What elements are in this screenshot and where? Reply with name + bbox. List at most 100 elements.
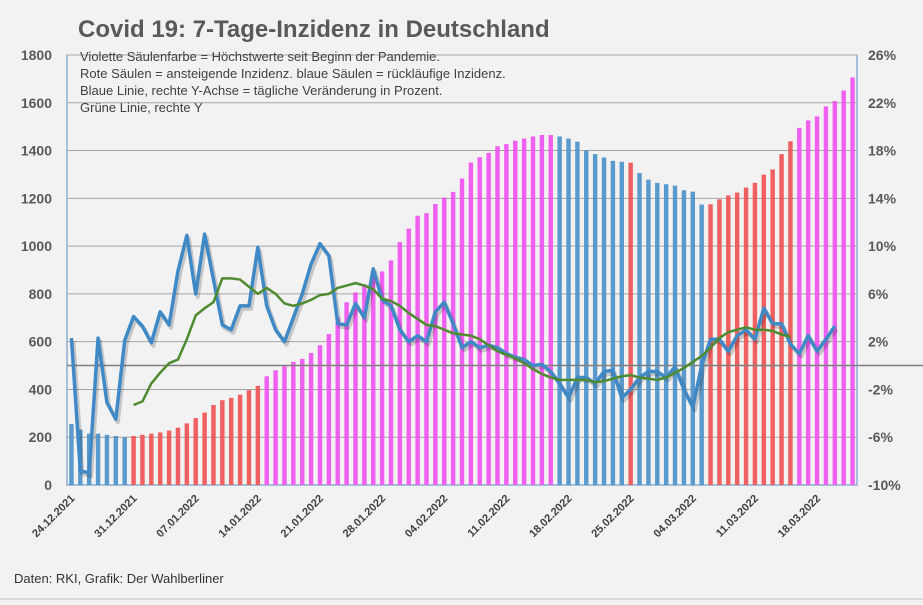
source-credit: Daten: RKI, Grafik: Der Wahlberliner (14, 571, 224, 586)
bar-record (477, 157, 482, 485)
bar-rising (131, 436, 136, 485)
bar-record (459, 178, 465, 485)
bar-record (468, 162, 474, 485)
chart-notes: Violette Säulenfarbe = Höchstwerte seit … (80, 48, 506, 116)
y-right-tick-label: -10% (868, 477, 901, 493)
bar-rising (202, 412, 207, 485)
note-line: Blaue Linie, rechte Y-Achse = tägliche V… (80, 83, 443, 98)
bar-rising (166, 430, 172, 485)
y-left-tick-label: 200 (29, 429, 53, 445)
bar-falling (610, 160, 616, 486)
bar-rising (140, 434, 145, 485)
bar-record (344, 302, 349, 485)
bar-record (326, 334, 332, 485)
x-tick-label: 04.02.2022 (403, 493, 450, 540)
y-left-tick-label: 0 (44, 477, 52, 493)
bar-record (371, 275, 376, 485)
bar-rising (175, 427, 181, 485)
y-left-tick-label: 1600 (21, 95, 52, 111)
bar-rising (228, 397, 234, 485)
bar-falling (619, 161, 624, 486)
bar-record (450, 191, 456, 485)
bar-record (823, 106, 829, 485)
bar-record (415, 215, 420, 485)
bar-rising (193, 418, 198, 485)
bar-falling (655, 182, 660, 486)
bar-rising (184, 423, 190, 485)
y-left-tick-label: 1400 (21, 143, 52, 159)
x-tick-label: 11.03.2022 (714, 493, 761, 540)
bar-record (539, 135, 545, 485)
bar-rising (237, 394, 243, 485)
bar-record (406, 228, 411, 485)
y-left-tick-label: 600 (29, 334, 53, 350)
daily-change-line (69, 232, 837, 475)
note-line: Rote Säulen = ansteigende Inzidenz. blau… (80, 66, 506, 81)
x-tick-label: 07.01.2022 (154, 493, 201, 540)
bar-falling (113, 436, 119, 485)
bar-falling (566, 138, 571, 485)
x-tick-label: 24.12.2021 (30, 493, 77, 540)
bar-falling (592, 154, 598, 485)
bar-falling (690, 191, 696, 485)
bar-rising (149, 433, 154, 485)
bar-record (814, 116, 820, 486)
bar-rising (211, 404, 216, 485)
x-tick-label: 21.01.2022 (279, 493, 326, 540)
bar-falling (681, 190, 687, 485)
note-line: Grüne Linie, rechte Y (80, 100, 203, 115)
bar-falling (672, 185, 678, 485)
bar-falling (95, 433, 101, 485)
bar-record (353, 292, 358, 485)
note-line: Violette Säulenfarbe = Höchstwerte seit … (80, 49, 441, 64)
bar-record (264, 376, 269, 485)
y-right-tick-label: 22% (868, 95, 897, 111)
bar-record (442, 197, 447, 485)
bar-record (282, 366, 287, 485)
bar-record (805, 120, 811, 485)
chart-title: Covid 19: 7-Tage-Inzidenz in Deutschland (78, 16, 550, 43)
bar-record (521, 138, 527, 485)
bar-falling (699, 204, 704, 486)
y-left-tick-label: 1200 (21, 190, 52, 206)
bar-record (397, 242, 403, 485)
bar-record (841, 90, 846, 485)
x-tick-label: 14.01.2022 (217, 493, 264, 540)
bar-rising (743, 187, 749, 486)
bar-falling (575, 141, 580, 485)
y-right-tick-label: 14% (868, 190, 897, 206)
bar-falling (663, 184, 669, 485)
y-right-tick-label: 2% (868, 334, 889, 350)
bar-record (486, 152, 491, 485)
x-tick-label: 25.02.2022 (589, 493, 636, 540)
y-right-tick-label: -6% (868, 429, 893, 445)
bar-record (433, 204, 438, 486)
y-left-tick-label: 800 (29, 286, 53, 302)
trend-line (133, 277, 791, 407)
bar-record (548, 135, 553, 485)
bar-record (424, 213, 429, 485)
bar-record (362, 284, 367, 485)
y-left-tick-label: 400 (29, 381, 53, 397)
bar-record (317, 345, 323, 485)
bar-record (797, 127, 802, 485)
bar-record (291, 361, 296, 485)
bar-rising (220, 400, 225, 485)
bar-falling (584, 150, 589, 486)
y-right-tick-label: 10% (868, 238, 897, 254)
bar-rising (779, 154, 784, 485)
x-tick-label: 18.03.2022 (776, 493, 823, 540)
x-tick-label: 04.03.2022 (651, 493, 698, 540)
bar-record (308, 352, 314, 485)
bar-rising (246, 390, 252, 485)
y-left-tick-label: 1000 (21, 238, 52, 254)
bar-record (513, 140, 518, 485)
bar-record (495, 146, 500, 485)
y-left-tick-label: 1800 (21, 47, 52, 63)
bar-record (388, 260, 394, 485)
bar-record (273, 370, 278, 485)
y-right-tick-label: 6% (868, 286, 889, 302)
bar-record (335, 317, 340, 485)
